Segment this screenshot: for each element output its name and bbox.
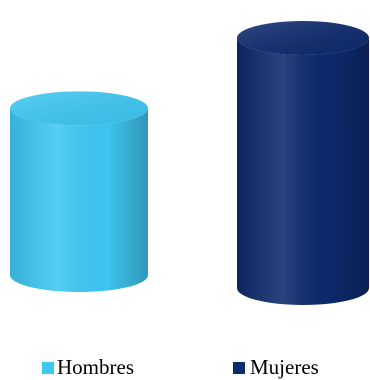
legend-swatch — [42, 362, 54, 374]
cylinder-shade — [237, 38, 369, 305]
legend-swatch — [233, 362, 245, 374]
cylinder-top-shade — [237, 21, 369, 55]
legend-label: Mujeres — [250, 355, 319, 379]
cylinder-top-shade — [10, 91, 148, 126]
legend-label: Hombres — [57, 355, 134, 379]
cylinder-shade — [10, 108, 148, 292]
